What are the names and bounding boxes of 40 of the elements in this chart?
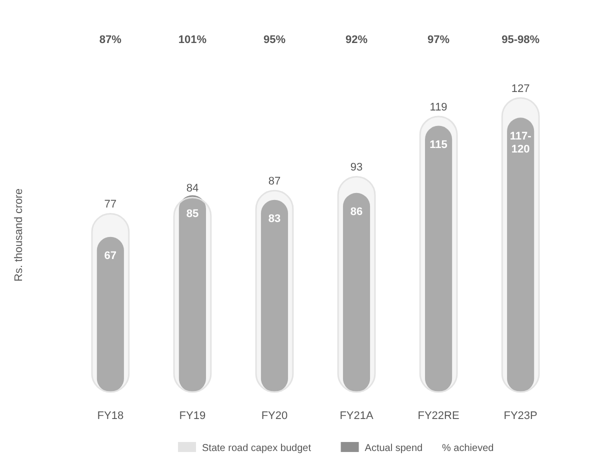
bar — [507, 118, 534, 392]
bar — [342, 192, 370, 392]
bar — [255, 190, 294, 393]
bar — [425, 126, 452, 392]
data-label: 77 — [104, 198, 117, 211]
x-tick-label: FY20 — [261, 410, 288, 422]
data-label: 117-120 — [510, 130, 532, 156]
x-tick-label: FY18 — [97, 410, 124, 422]
data-label: 119 — [430, 102, 448, 114]
text: % achieved — [442, 443, 494, 454]
y-axis-title: Rs. thousand crore — [13, 188, 25, 282]
data-label: 67 — [104, 250, 117, 262]
legend-label: State road capex budget — [202, 443, 312, 454]
x-tick-label: FY22RE — [418, 410, 460, 422]
text: 101% — [178, 34, 207, 46]
bar — [91, 213, 130, 393]
bar — [173, 196, 212, 393]
bar — [501, 97, 540, 393]
bar — [337, 176, 376, 393]
text: 87% — [99, 34, 122, 46]
data-label: 127 — [511, 83, 530, 95]
text: 92% — [346, 34, 368, 46]
data-label: 86 — [350, 206, 363, 218]
data-label: 87 — [268, 176, 281, 188]
data-label: 84 — [186, 182, 199, 195]
legend-label: Actual spend — [364, 443, 423, 454]
data-label: 85 — [186, 208, 199, 220]
x-tick-label: FY23P — [504, 410, 538, 422]
text: 97% — [428, 34, 450, 46]
x-tick-label: FY21A — [340, 410, 374, 422]
data-label: 83 — [268, 212, 281, 225]
text: 95-98% — [502, 34, 540, 46]
data-label: 93 — [350, 162, 363, 174]
bar — [96, 236, 124, 392]
data-label: 115 — [430, 138, 448, 151]
bar — [260, 200, 288, 392]
x-tick-label: FY19 — [179, 410, 206, 422]
text: 95% — [263, 34, 286, 46]
bar — [178, 195, 206, 392]
bar — [419, 116, 458, 393]
